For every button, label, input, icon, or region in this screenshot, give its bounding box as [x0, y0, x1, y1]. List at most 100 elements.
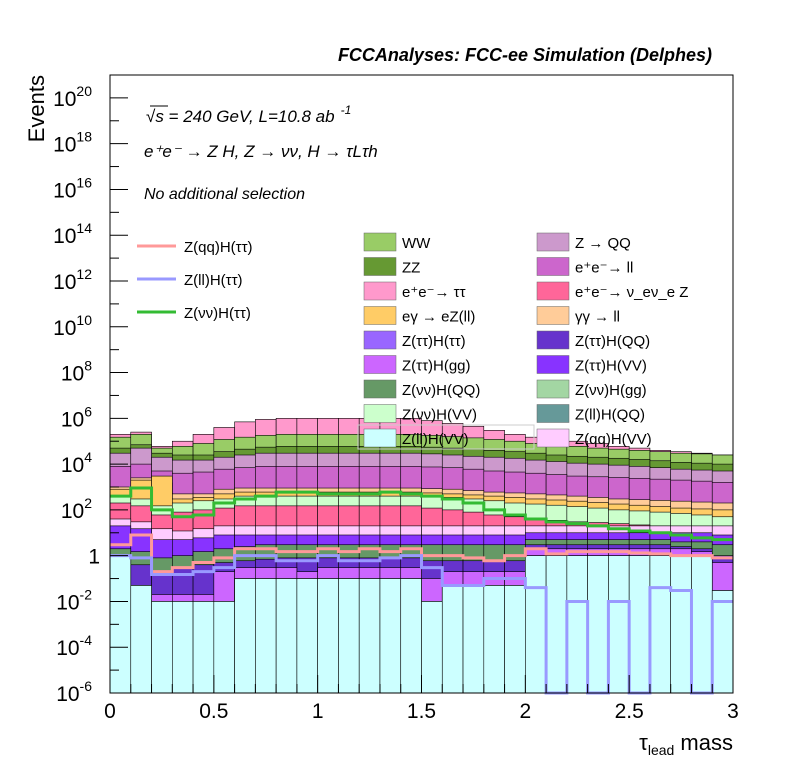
x-tick-label: 1 — [312, 700, 324, 723]
header-title: FCCAnalyses: FCC-ee Simulation (Delphes) — [338, 45, 712, 65]
y-tick-label: 10-2 — [56, 586, 92, 614]
bar — [525, 555, 547, 694]
legend-label: e⁺e⁻→ ν_eν_e Z — [575, 284, 688, 301]
legend-swatch — [536, 257, 570, 276]
bar — [711, 590, 734, 694]
bar — [545, 555, 568, 694]
bar — [691, 555, 713, 694]
legend-label: ZZ — [402, 260, 420, 277]
y-tick-label: 1014 — [53, 220, 92, 248]
y-tick-label: 1012 — [53, 266, 92, 294]
x-tick-label: 3 — [727, 700, 739, 723]
bar — [275, 578, 298, 694]
legend: Z(qq)H(ττ) Z(ll)H(ττ) Z(νν)H(ττ) WW ZZ e⁺e⁻→ … — [137, 232, 688, 450]
legend-swatch — [363, 404, 397, 423]
bar — [296, 578, 318, 694]
y-tick-label: 104 — [61, 449, 92, 477]
x-tick-label: 0.5 — [199, 700, 228, 723]
y-axis-label: Events — [24, 75, 49, 142]
bar — [255, 578, 277, 694]
x-axis-label-text: τlead mass — [639, 730, 733, 758]
bar — [234, 578, 256, 694]
legend-swatch — [363, 306, 397, 325]
legend-swatch — [536, 355, 570, 374]
x-axis-label: τlead mass — [639, 730, 733, 758]
bar — [566, 555, 588, 694]
series-line — [110, 533, 733, 574]
legend-label: Z(qq)H(VV) — [575, 431, 652, 448]
bar — [504, 585, 526, 694]
stacked-bars — [109, 418, 734, 694]
bar — [338, 578, 360, 694]
legend-label: Z(νν)H(QQ) — [402, 382, 480, 399]
bar — [649, 555, 672, 694]
legend-swatch — [536, 379, 570, 399]
bar — [608, 555, 630, 694]
legend-label: Z(νν)H(gg) — [575, 382, 647, 399]
axes: 0 0.5 1 1.5 2 2.5 3 10-6 10-4 10-2 1 102 104 106 108 10… — [53, 74, 739, 723]
bar — [172, 601, 194, 694]
y-tick-label: 1020 — [53, 83, 92, 111]
y-tick-label: 106 — [61, 403, 92, 431]
x-tick-label: 0 — [104, 700, 116, 723]
legend-label: WW — [402, 235, 431, 252]
legend-swatch — [536, 428, 570, 448]
energy-label: √s = 240 GeV, L=10.8 ab -1 — [146, 103, 351, 126]
bar — [483, 585, 505, 694]
legend-line-label: Z(ll)H(ττ) — [184, 272, 243, 289]
legend-label: e⁺e⁻→ ττ — [402, 284, 466, 301]
bar — [358, 578, 381, 694]
legend-label: Z(ττ)H(QQ) — [575, 333, 650, 350]
bar — [628, 555, 651, 694]
bar — [317, 578, 339, 694]
annotations: √s = 240 GeV, L=10.8 ab -1 e⁺e⁻ → Z H, Z →… — [144, 103, 378, 203]
legend-swatch — [536, 404, 570, 423]
legend-swatch — [363, 281, 397, 301]
legend-label: e⁺e⁻→ ll — [575, 260, 633, 277]
legend-highlight — [357, 424, 535, 450]
bar — [192, 601, 215, 694]
series-line — [110, 486, 733, 542]
x-tick-label: 2 — [519, 700, 531, 723]
legend-swatch — [363, 330, 397, 350]
legend-swatch — [536, 330, 570, 350]
legend-label: Z(νν)H(VV) — [402, 407, 477, 424]
y-tick-label: 1 — [88, 546, 100, 569]
selection-label: No additional selection — [144, 186, 305, 203]
legend-label: Z(ll)H(VV) — [402, 431, 469, 448]
bar — [213, 601, 235, 694]
bar — [587, 555, 609, 694]
bar — [462, 585, 485, 694]
legend-swatch — [363, 379, 397, 399]
y-tick-label: 10-4 — [56, 632, 92, 660]
legend-label: Z(ττ)H(VV) — [575, 358, 647, 375]
y-tick-label: 1010 — [53, 312, 92, 340]
legend-swatch — [363, 257, 397, 276]
legend-label: γγ → ll — [575, 309, 620, 326]
y-tick-label: 10-6 — [56, 678, 92, 706]
bar — [441, 585, 464, 694]
legend-line-label: Z(qq)H(ττ) — [184, 239, 253, 256]
legend-line-label: Z(νν)H(ττ) — [184, 305, 251, 322]
x-tick-label: 1.5 — [407, 700, 436, 723]
process-label: e⁺e⁻ → Z H, Z → νν, H → τLτh — [144, 142, 378, 161]
bar — [670, 555, 692, 694]
legend-swatch — [536, 232, 570, 252]
bar — [379, 578, 402, 694]
bar — [421, 601, 443, 694]
legend-label: Z(ττ)H(ττ) — [402, 333, 466, 350]
legend-label: Z → QQ — [575, 235, 631, 252]
bar — [151, 601, 173, 694]
y-tick-label: 102 — [61, 495, 92, 523]
bar — [130, 585, 152, 694]
legend-swatch — [363, 355, 397, 374]
legend-label: eγ → eZ(ll) — [402, 309, 475, 326]
legend-swatch — [363, 232, 397, 252]
legend-swatch — [363, 428, 397, 448]
legend-label: Z(ll)H(QQ) — [575, 407, 645, 424]
y-tick-label: 108 — [61, 358, 92, 386]
bar — [400, 578, 422, 694]
y-tick-label: 1016 — [53, 174, 92, 202]
